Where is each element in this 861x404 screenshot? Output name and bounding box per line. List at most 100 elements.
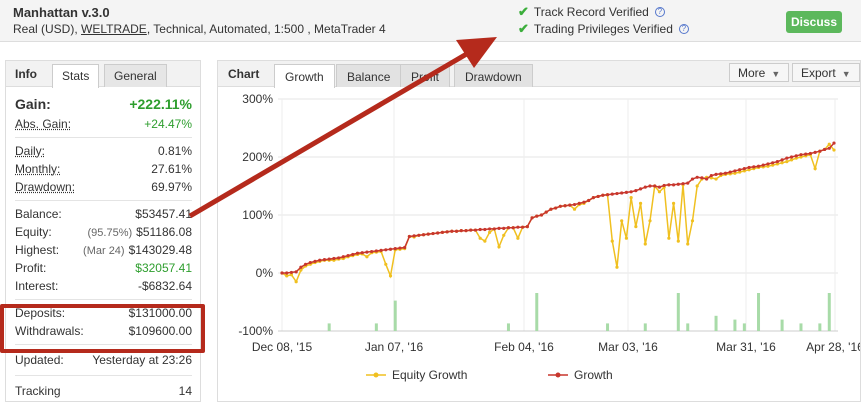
track-record-verified: ✔ Track Record Verified ? [518, 4, 665, 20]
growth-line-point [318, 258, 322, 262]
growth-line-point [289, 270, 294, 275]
monthly-label[interactable]: Monthly: [15, 162, 61, 176]
daily-label[interactable]: Daily: [15, 144, 46, 158]
growth-line-point [379, 248, 383, 252]
equity-growth-line-point [572, 207, 577, 211]
growth-line-point [643, 185, 647, 189]
growth-line-point [705, 177, 709, 181]
highest-date: (Mar 24) [83, 245, 125, 257]
withdrawals-value: $109600.00 [128, 324, 192, 338]
growth-line-point [549, 207, 553, 211]
daily-row: Daily: 0.81% [15, 142, 192, 160]
equity-growth-line-point [483, 239, 487, 243]
tab-drawdown[interactable]: Drawdown [454, 64, 533, 87]
export-dropdown[interactable]: Export ▼ [792, 63, 860, 82]
growth-line-point [285, 271, 289, 275]
deposits-label: Deposits: [15, 306, 66, 320]
profit-value: $32057.41 [135, 261, 192, 275]
help-icon[interactable]: ? [654, 7, 665, 17]
growth-line-point [799, 153, 803, 157]
export-label: Export [801, 66, 836, 80]
y-tick-label: 200% [242, 150, 273, 164]
tab-profit[interactable]: Profit [400, 64, 451, 87]
growth-line-point [686, 181, 690, 185]
growth-line-point [605, 193, 610, 197]
growth-line-point [808, 151, 813, 156]
growth-line-point [761, 163, 765, 167]
tab-growth[interactable]: Growth [274, 64, 335, 88]
tab-balance[interactable]: Balance [336, 64, 402, 87]
divider [15, 200, 192, 201]
daily-value: 0.81% [157, 144, 192, 158]
growth-line-point [601, 193, 605, 197]
x-tick-label: Feb 04, '16 [494, 340, 554, 354]
growth-line-point [554, 206, 558, 210]
equity-label: Equity: [15, 225, 52, 239]
growth-line-point [775, 160, 779, 164]
interest-label: Interest: [15, 279, 59, 293]
growth-line-point [752, 165, 756, 169]
updated-label: Updated: [15, 353, 64, 367]
broker-link[interactable]: WELTRADE [81, 22, 147, 36]
equity-growth-line-point [785, 160, 789, 164]
growth-line-point [478, 227, 482, 232]
growth-line-point [709, 173, 713, 178]
check-icon: ✔ [518, 21, 529, 36]
info-title: Info [15, 67, 37, 81]
volume-bar [733, 319, 737, 331]
growth-line [282, 142, 835, 274]
growth-chart: 300% 200% 100% 0% -100% Dec 08, '15 Jan 07, '1… [238, 92, 861, 382]
equity-growth-line-point [747, 168, 751, 172]
tab-general[interactable]: General [104, 64, 167, 87]
equity-growth-line-point [771, 163, 775, 167]
growth-line-point [506, 226, 511, 230]
chevron-down-icon: ▼ [841, 69, 851, 79]
legend-label: Equity Growth [392, 368, 467, 382]
equity-growth-line-point [299, 268, 303, 272]
growth-line-point [662, 183, 666, 188]
growth-line-point [454, 229, 459, 233]
deposits-highlight-box [0, 304, 205, 353]
profit-label: Profit: [15, 261, 47, 275]
equity-growth-line-point [742, 169, 746, 173]
x-tick-label: Apr 28, '16 [806, 340, 860, 354]
drawdown-label[interactable]: Drawdown: [15, 180, 76, 194]
growth-line-point [525, 225, 529, 229]
abs-gain-label[interactable]: Abs. Gain: [15, 117, 72, 131]
account-meta-suffix: , Technical, Automated, 1:500 , MetaTrad… [146, 22, 386, 36]
growth-line-point [785, 156, 789, 160]
equity-growth-line-point [832, 148, 836, 152]
growth-line-point [511, 226, 515, 230]
discuss-button[interactable]: Discuss [786, 11, 842, 33]
equity-growth-line-point [478, 236, 482, 240]
equity-growth-line-point [643, 242, 647, 246]
volume-bar [506, 323, 510, 331]
equity-growth-line-point [766, 164, 770, 168]
more-dropdown[interactable]: More ▼ [729, 63, 790, 82]
deposits-row: Deposits: $131000.00 [15, 304, 192, 322]
growth-line-point [327, 257, 331, 261]
growth-line-point [610, 192, 614, 196]
info-tabbar: Info Stats General [6, 61, 200, 88]
volume-bar [714, 315, 718, 331]
growth-line-point [723, 171, 728, 175]
growth-line-point [676, 182, 680, 186]
equity-growth-line-point [487, 230, 492, 234]
volume-bar [676, 293, 680, 331]
growth-line-point [813, 150, 817, 154]
legend-label: Growth [574, 368, 613, 382]
balance-label: Balance: [15, 207, 62, 221]
highest-row: Highest: (Mar 24) $143029.48 [15, 241, 192, 259]
help-icon[interactable]: ? [678, 24, 689, 34]
growth-line-point [747, 165, 751, 170]
tracking-row: Tracking 14 [15, 380, 192, 402]
volume-bar [799, 323, 803, 331]
tab-stats[interactable]: Stats [52, 64, 100, 88]
growth-line-point [308, 260, 312, 265]
growth-line-point [516, 225, 520, 229]
withdrawals-row: Withdrawals: $109600.00 [15, 322, 192, 340]
divider [15, 344, 192, 345]
chart-tabbar: Chart Growth Balance Profit Drawdown Mor… [218, 61, 860, 88]
equity-growth-line-point [365, 255, 369, 259]
growth-line-point [681, 182, 685, 186]
